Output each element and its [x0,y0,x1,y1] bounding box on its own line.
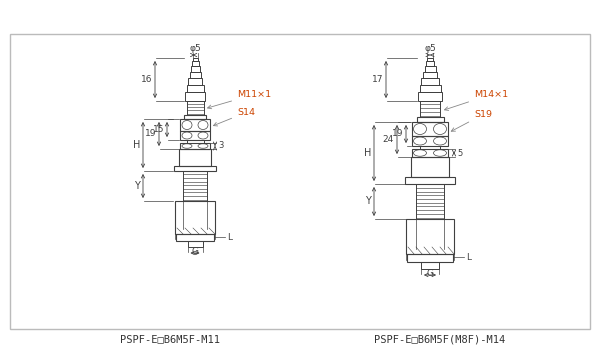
Text: 19: 19 [145,129,156,139]
Text: 15: 15 [153,125,164,134]
Text: 16: 16 [140,75,152,84]
Bar [420,146,440,149]
Bar [176,234,214,241]
Bar [183,171,207,201]
Bar [188,241,203,247]
Text: PSPF-E□B6M5F(M8F)-M14: PSPF-E□B6M5F(M8F)-M14 [374,334,506,344]
Bar [186,140,203,143]
Text: PSPF-E□B6M5F-M11: PSPF-E□B6M5F-M11 [120,334,220,344]
Bar [423,72,437,78]
Text: 3: 3 [218,141,223,150]
Bar [427,58,433,61]
Text: φ5: φ5 [424,44,436,53]
Text: Y: Y [134,181,140,191]
Bar [179,149,211,166]
Text: G: G [426,269,434,278]
Bar [412,122,448,136]
Bar [174,166,216,171]
Bar [420,101,440,117]
Bar [180,143,210,149]
Bar [411,157,449,177]
Bar [421,262,439,269]
Bar [189,72,201,78]
Text: H: H [133,140,140,150]
Bar [191,66,200,72]
Text: 5: 5 [457,149,463,157]
Text: M11×1: M11×1 [207,90,271,109]
Bar [412,136,448,146]
Bar [186,101,203,115]
Bar [192,58,198,61]
Bar [425,66,435,72]
Bar [407,254,453,262]
Text: Y: Y [365,196,371,207]
Bar [10,34,590,329]
Text: H: H [364,148,371,158]
Bar [406,219,454,254]
Bar [426,61,434,66]
Bar [188,78,202,85]
Bar [416,184,444,219]
Text: 17: 17 [371,75,383,84]
Bar [421,78,439,85]
Bar [412,149,448,157]
Text: 24: 24 [383,135,394,144]
Bar [420,85,441,92]
Text: 19: 19 [391,129,403,139]
Bar [192,61,198,66]
Bar [405,177,455,184]
Bar [180,119,210,131]
Bar [180,131,210,140]
Bar [418,92,442,101]
Text: M14×1: M14×1 [444,90,508,110]
Text: L: L [227,232,232,242]
Bar [184,115,206,119]
Text: G: G [192,247,198,256]
Bar [417,117,443,122]
Text: S14: S14 [213,108,255,126]
Text: L: L [466,252,471,261]
Bar [185,92,205,101]
Text: S19: S19 [451,110,492,131]
Bar [175,201,215,234]
Bar [186,85,203,92]
Text: φ5: φ5 [189,44,201,53]
